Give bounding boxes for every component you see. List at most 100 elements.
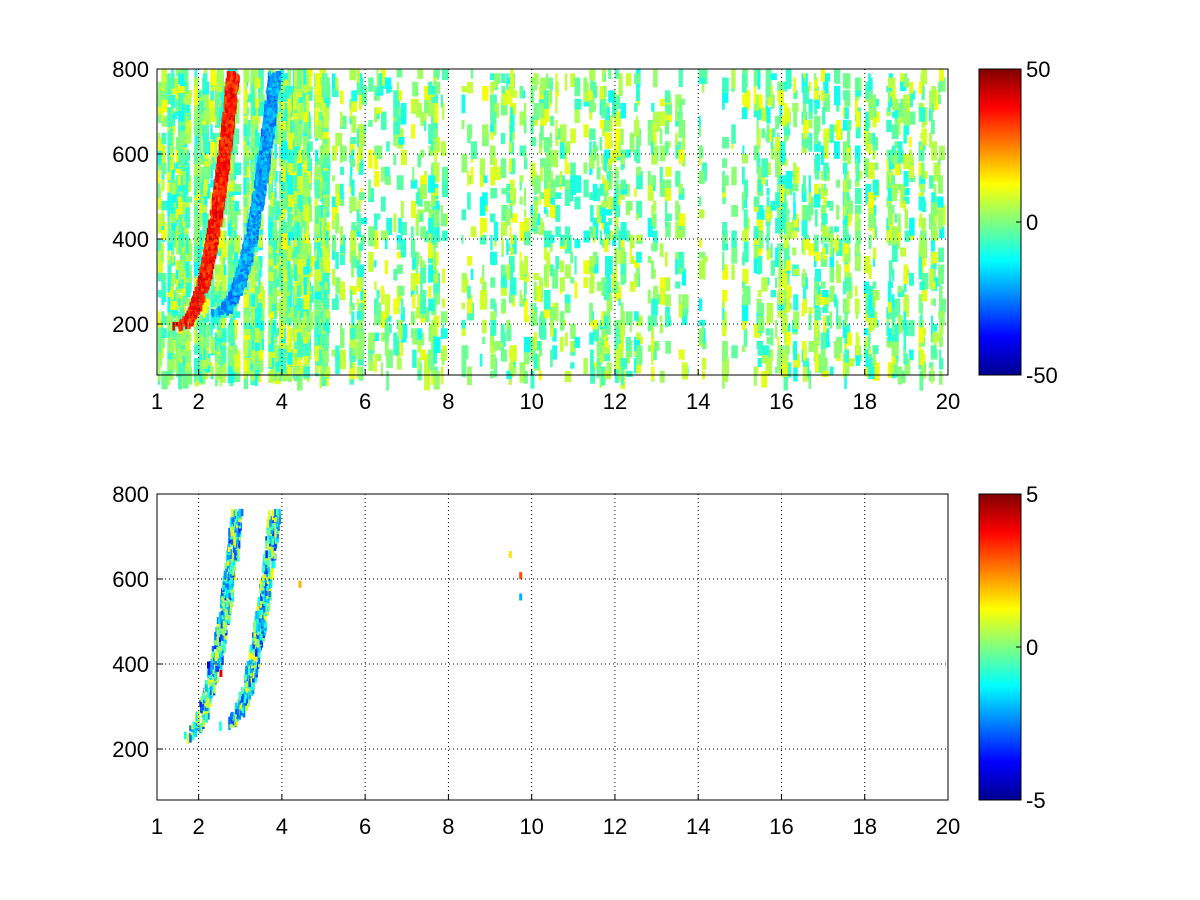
heatmap-cell: [335, 183, 341, 194]
heatmap-cell: [583, 162, 588, 174]
heatmap-cell: [802, 205, 810, 221]
heatmap-cell: [775, 137, 781, 152]
heatmap-cell: [340, 166, 345, 175]
heatmap-cell: [351, 311, 355, 326]
heatmap-cell: [243, 179, 249, 193]
heatmap-cell: [921, 188, 925, 196]
heatmap-cell: [467, 285, 471, 299]
heatmap-cell: [546, 77, 553, 89]
heatmap-cell: [756, 120, 759, 139]
heatmap-cell: [255, 120, 258, 130]
heatmap-cell: [258, 94, 265, 102]
heatmap-cell: [570, 128, 576, 144]
heatmap-cell: [161, 332, 165, 349]
heatmap-cell: [510, 366, 517, 374]
heatmap-cell: [194, 145, 198, 164]
heatmap-cell: [331, 200, 339, 221]
heatmap-cell: [227, 154, 235, 161]
heatmap-cell: [603, 162, 607, 172]
heatmap-cell: [808, 98, 813, 112]
heatmap-cell: [592, 324, 599, 342]
heatmap-cell: [785, 332, 791, 346]
heatmap-cell: [887, 188, 894, 201]
heatmap-cell: [171, 294, 178, 310]
heatmap-cell: [442, 268, 446, 284]
heatmap-cell: [299, 149, 306, 165]
heatmap-cell: [356, 209, 360, 222]
heatmap-cell: [340, 328, 345, 349]
heatmap-cell: [681, 217, 686, 238]
heatmap-cell: [431, 132, 435, 151]
heatmap-cell: [274, 200, 281, 221]
heatmap-cell: [820, 90, 825, 102]
heatmap-cell: [331, 196, 338, 207]
heatmap-cell: [698, 120, 701, 137]
heatmap-cell: [599, 230, 602, 245]
heatmap-cell: [820, 145, 824, 165]
heatmap-cell: [171, 107, 175, 114]
heatmap-cell: [331, 234, 337, 251]
heatmap-cell: [605, 256, 612, 275]
heatmap-cell: [420, 290, 427, 298]
heatmap-cell: [731, 230, 737, 248]
heatmap-cell: [865, 141, 868, 152]
heatmap-cell: [424, 98, 429, 114]
heatmap-cell: [323, 332, 329, 351]
heatmap-cell: [185, 200, 190, 208]
heatmap-cell: [511, 90, 518, 98]
heatmap-cell: [461, 277, 469, 293]
heatmap-cell: [424, 230, 429, 242]
heatmap-cell: [234, 213, 238, 230]
heatmap-cell: [757, 315, 765, 332]
heatmap-cell: [919, 234, 926, 249]
heatmap-cell: [636, 358, 642, 374]
heatmap-cell: [921, 86, 925, 101]
heatmap-cell: [396, 234, 403, 244]
heatmap-cell: [331, 243, 336, 260]
heatmap-cell: [294, 222, 298, 240]
heatmap-cell: [530, 311, 538, 326]
heatmap-cell: [813, 256, 817, 268]
heatmap-cell: [781, 358, 788, 377]
heatmap-cell: [490, 73, 497, 81]
heatmap-cell: [855, 90, 861, 97]
heatmap-cell: [778, 90, 784, 106]
heatmap-cell: [319, 111, 325, 121]
heatmap-cell: [179, 188, 184, 204]
heatmap-cell: [722, 341, 728, 358]
heatmap-cell: [929, 132, 933, 148]
heatmap-cell: [420, 149, 425, 158]
heatmap-cell: [603, 370, 610, 378]
heatmap-cell: [157, 260, 164, 273]
heatmap-cell: [636, 332, 641, 340]
heatmap-cell: [428, 298, 435, 312]
heatmap-cell: [255, 154, 259, 171]
heatmap-cell: [287, 290, 293, 306]
heatmap-cell: [625, 183, 630, 197]
heatmap-cell: [731, 345, 738, 359]
heatmap-cell: [651, 141, 654, 155]
heatmap-cell: [761, 209, 765, 220]
heatmap-cell: [185, 81, 189, 93]
heatmap-cell: [808, 243, 815, 256]
heatmap-cell: [268, 349, 272, 368]
heatmap-cell: [340, 192, 345, 207]
heatmap-cell: [842, 162, 848, 175]
heatmap-cell: [891, 243, 898, 263]
heatmap-cell: [281, 345, 286, 358]
heatmap-cell: [886, 183, 892, 191]
heatmap-cell: [356, 311, 362, 320]
heatmap-cell: [167, 294, 171, 313]
heatmap-cell: [761, 349, 769, 364]
heatmap-cell: [510, 183, 515, 201]
heatmap-cell: [424, 353, 430, 373]
heatmap-cell: [461, 319, 466, 329]
heatmap-cell: [836, 179, 841, 188]
heatmap-cell: [415, 307, 422, 319]
heatmap-cell: [393, 128, 397, 147]
heatmap-cell: [178, 298, 181, 307]
heatmap-cell: [823, 196, 827, 207]
heatmap-cell: [490, 213, 496, 223]
heatmap-cell: [297, 307, 300, 326]
heatmap-cell: [636, 345, 643, 365]
